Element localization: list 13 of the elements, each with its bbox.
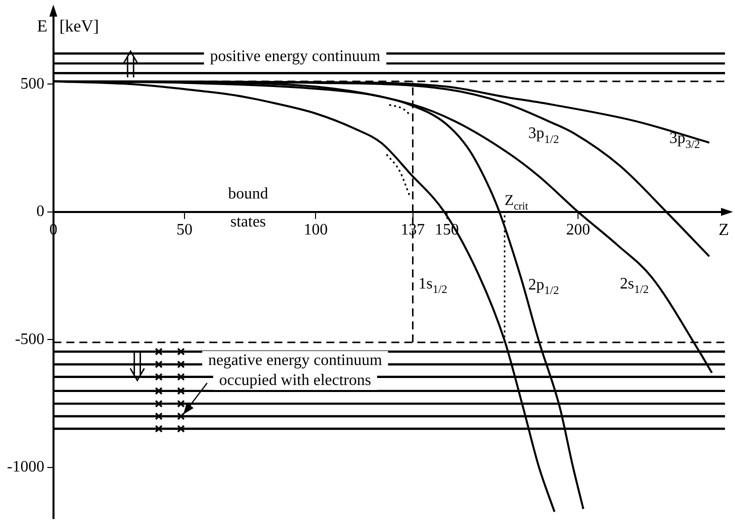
y-tick-label: 500 [20, 75, 44, 92]
x-axis-title: Z [718, 220, 729, 239]
annotation: negative energy continuum occupied with electrons [208, 352, 383, 390]
y-tick-label: -500 [15, 330, 44, 348]
x-tick-label: 50 [176, 222, 193, 239]
x-tick-label: 100 [304, 222, 328, 239]
x-tick-label: 200 [566, 222, 590, 239]
annotation: positive energy continuum [210, 48, 381, 66]
y-tick-label: -1000 [7, 458, 44, 476]
y-axis-title: E [keV] [36, 16, 99, 36]
annotation: bound states [228, 185, 268, 230]
y-tick-label: 0 [36, 203, 44, 220]
x-tick-label: 137 [400, 222, 425, 239]
